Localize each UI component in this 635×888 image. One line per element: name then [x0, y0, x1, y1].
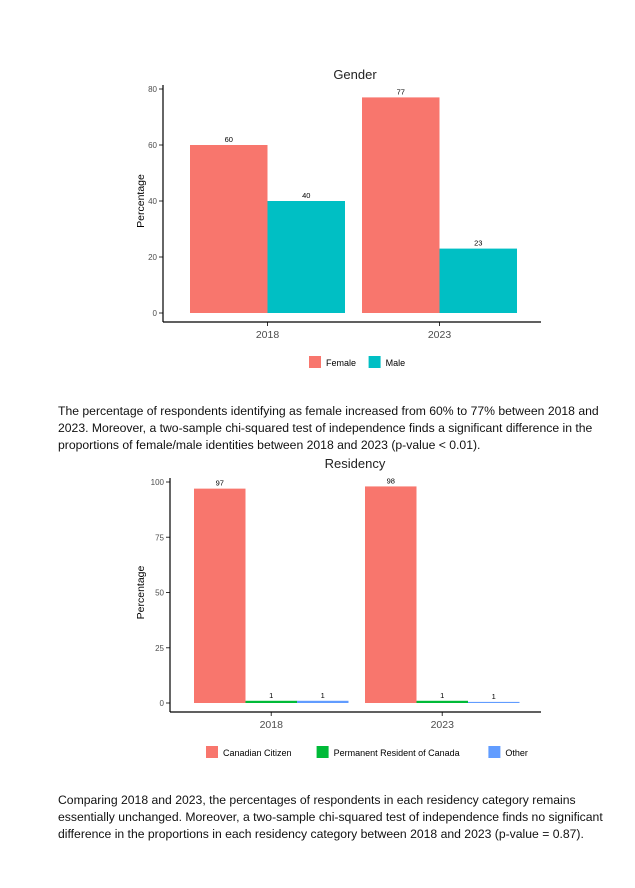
legend-label-other: Other [505, 748, 528, 758]
bar-other-2023 [468, 701, 520, 703]
legend-swatch-canadian-citizen [206, 746, 218, 758]
bar-canadian-citizen-2018 [194, 488, 246, 703]
legend-swatch-female [309, 356, 321, 368]
residency-analysis-paragraph: Comparing 2018 and 2023, the percentages… [58, 793, 603, 842]
data-label: 1 [269, 691, 273, 700]
data-label: 97 [216, 479, 224, 488]
y-tick-label: 25 [155, 644, 164, 653]
data-label: 23 [474, 239, 482, 248]
y-tick-label: 0 [160, 699, 165, 708]
legend-swatch-other [488, 746, 501, 758]
y-tick-label: 20 [148, 253, 157, 262]
bar-female-2023 [362, 97, 440, 314]
bar-permanent-resident-of-canada-2018 [245, 700, 297, 703]
x-tick-label-2018: 2018 [260, 719, 284, 731]
data-label: 77 [397, 87, 405, 96]
y-tick-label: 40 [148, 197, 157, 206]
data-label: 1 [440, 691, 444, 700]
bar-female-2018 [190, 145, 268, 313]
data-label: 40 [302, 191, 310, 200]
y-axis-label: Percentage [135, 565, 147, 619]
data-label: 1 [321, 691, 325, 700]
y-axis-label: Percentage [135, 174, 147, 228]
legend-label-permanent-resident-of-canada: Permanent Resident of Canada [334, 748, 460, 758]
gender-analysis-paragraph: The percentage of respondents identifyin… [58, 404, 599, 453]
data-label: 1 [492, 692, 496, 701]
residency-chart: Residency Percentage 0 25 50 75 100 97 1 1 2018 98 1… [135, 456, 541, 758]
y-tick-label: 50 [155, 589, 164, 598]
legend-label-male: Male [386, 358, 406, 368]
chart-title: Residency [325, 456, 386, 471]
y-tick-label: 75 [155, 533, 164, 542]
legend-swatch-permanent-resident-of-canada [316, 746, 329, 758]
gender-chart: Gender Percentage 0 20 40 60 80 60 40 2018 77 23 202… [135, 67, 541, 368]
chart-title: Gender [333, 67, 377, 82]
y-tick-label: 100 [151, 478, 165, 487]
x-tick-label-2023: 2023 [428, 329, 452, 341]
y-tick-label: 0 [153, 309, 158, 318]
bar-canadian-citizen-2023 [365, 486, 417, 703]
y-tick-label: 60 [148, 141, 157, 150]
y-tick-label: 80 [148, 85, 157, 94]
bar-male-2018 [267, 201, 345, 313]
legend-label-canadian-citizen: Canadian Citizen [223, 748, 292, 758]
bar-other-2018 [297, 700, 349, 703]
data-label: 98 [387, 476, 395, 485]
x-tick-label-2018: 2018 [256, 329, 280, 341]
x-tick-label-2023: 2023 [431, 719, 455, 731]
legend-swatch-male [368, 356, 381, 368]
data-label: 60 [225, 135, 233, 144]
bar-male-2023 [439, 248, 517, 313]
bar-permanent-resident-of-canada-2023 [416, 700, 468, 703]
legend-label-female: Female [326, 358, 356, 368]
